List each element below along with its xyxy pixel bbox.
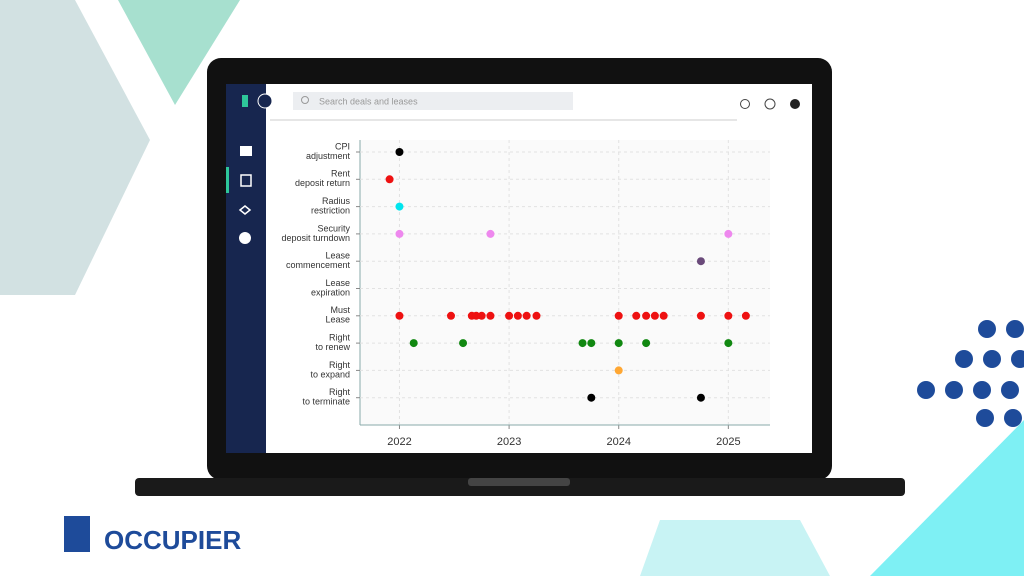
event-point: [522, 311, 531, 320]
event-point: [395, 148, 404, 156]
event-point: [472, 311, 481, 320]
y-tick-label: adjustment: [306, 151, 351, 161]
event-point: [696, 393, 705, 402]
y-tick-label: Lease: [325, 278, 350, 288]
nav-icon[interactable]: [240, 146, 252, 156]
laptop-base: [135, 478, 905, 496]
event-point: [532, 311, 541, 320]
search-box[interactable]: [293, 92, 573, 110]
brand-logo: [64, 516, 90, 552]
event-point: [741, 311, 750, 320]
x-tick-label: 2024: [606, 436, 630, 448]
nav-active: [226, 167, 229, 193]
event-point: [395, 229, 404, 238]
y-tick-label: to expand: [310, 369, 350, 379]
sidebar-toggle[interactable]: [257, 93, 273, 109]
nav-icon[interactable]: [238, 205, 252, 215]
event-point: [385, 175, 394, 184]
event-point: [446, 311, 455, 320]
x-tick-label: 2025: [716, 436, 740, 448]
event-point: [614, 339, 623, 348]
deco-shape: [870, 420, 1024, 576]
y-tick-label: commencement: [286, 260, 351, 270]
event-point: [650, 311, 659, 320]
y-tick-label: Radius: [322, 196, 351, 206]
sidebar: [226, 84, 266, 453]
y-tick-label: deposit return: [295, 178, 350, 188]
nav-icon[interactable]: [240, 174, 252, 187]
y-tick-label: expiration: [311, 287, 350, 297]
event-point: [395, 202, 404, 211]
event-point: [696, 257, 705, 266]
y-tick-label: Right: [329, 387, 351, 397]
event-point: [477, 311, 486, 320]
event-point: [614, 311, 623, 320]
y-tick-label: Right: [329, 360, 351, 370]
event-point: [486, 229, 495, 238]
event-point: [632, 311, 641, 320]
event-point: [696, 311, 705, 320]
y-tick-label: Right: [329, 332, 351, 342]
x-tick-label: 2023: [497, 436, 521, 448]
event-point: [587, 393, 596, 402]
event-point: [395, 311, 404, 320]
event-point: [513, 311, 522, 320]
nav-icon[interactable]: [239, 232, 251, 244]
deco-shape: [118, 0, 240, 105]
y-tick-label: to renew: [315, 342, 350, 352]
search-placeholder: Search deals and leases: [319, 96, 418, 106]
event-point: [642, 339, 651, 348]
x-tick-label: 2022: [387, 436, 411, 448]
tips-icon[interactable]: [740, 99, 750, 109]
brand-name: OCCUPIER: [104, 525, 241, 555]
y-tick-label: Security: [317, 223, 350, 233]
app-logo: [242, 95, 248, 107]
event-point: [578, 339, 587, 348]
y-tick-label: Rent: [331, 169, 351, 179]
deco-shape: [0, 0, 150, 295]
y-tick-label: CPI: [335, 141, 350, 151]
search-icon: [301, 96, 309, 104]
event-point: [642, 311, 651, 320]
event-point: [505, 311, 514, 320]
event-point: [614, 366, 623, 375]
event-point: [659, 311, 668, 320]
y-tick-label: Lease: [325, 251, 350, 261]
deco-dots: [917, 320, 1024, 427]
deco-shape: [640, 520, 830, 576]
y-tick-label: restriction: [311, 205, 350, 215]
y-tick-label: to terminate: [302, 397, 350, 407]
event-point: [459, 339, 468, 348]
help-icon[interactable]: [764, 98, 776, 110]
account-icon[interactable]: [790, 99, 800, 109]
plot-area: [360, 140, 770, 425]
event-point: [724, 339, 733, 348]
y-tick-label: deposit turndown: [281, 233, 350, 243]
y-tick-label: Lease: [325, 315, 350, 325]
event-point: [486, 311, 495, 320]
event-point: [724, 311, 733, 320]
event-point: [724, 229, 733, 238]
chart: 2022 2023 2024 2025CPIadjustmentRentdeposit…: [281, 140, 770, 448]
laptop-notch: [468, 478, 570, 486]
event-point: [409, 339, 418, 348]
event-point: [587, 339, 596, 348]
y-tick-label: Must: [330, 305, 350, 315]
